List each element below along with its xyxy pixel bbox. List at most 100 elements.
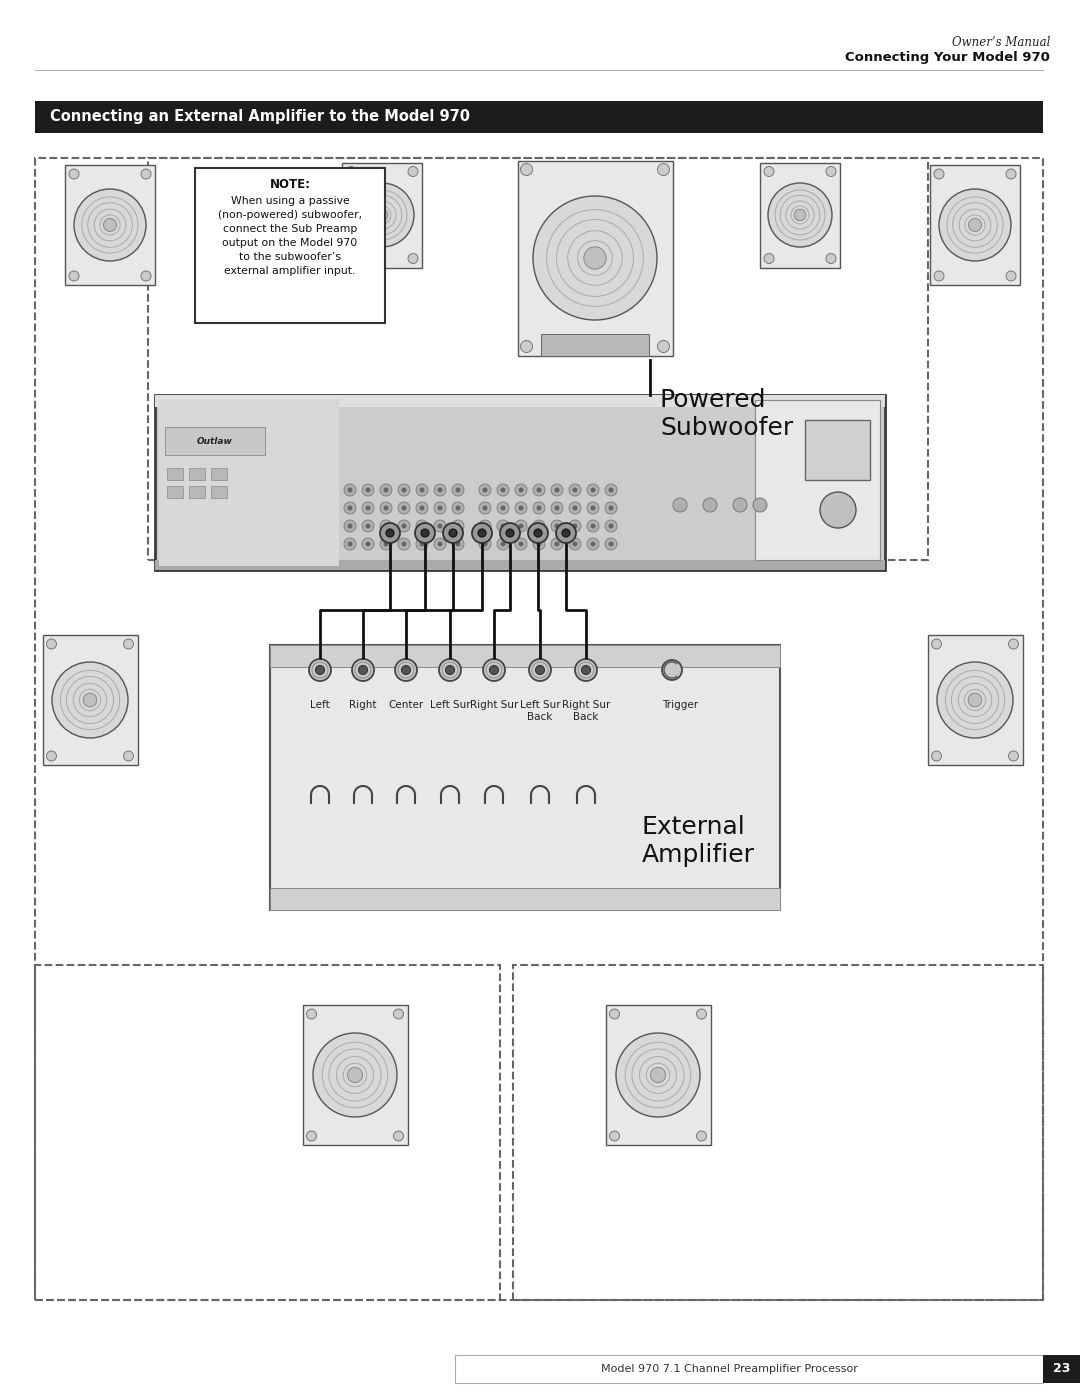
Bar	[455, 1355, 1043, 1383]
Circle shape	[453, 520, 464, 532]
Bar	[156, 395, 885, 570]
Circle shape	[346, 253, 356, 264]
Circle shape	[500, 488, 505, 493]
Circle shape	[453, 538, 464, 550]
Circle shape	[534, 483, 545, 496]
Text: Owner’s Manual: Owner’s Manual	[951, 35, 1050, 49]
Circle shape	[500, 542, 505, 546]
Circle shape	[609, 1009, 620, 1018]
Circle shape	[489, 665, 499, 675]
Text: NOTE:: NOTE:	[270, 177, 311, 190]
Circle shape	[537, 524, 541, 528]
Circle shape	[515, 538, 527, 550]
Circle shape	[402, 506, 406, 510]
Circle shape	[588, 483, 599, 496]
Circle shape	[480, 538, 491, 550]
Circle shape	[483, 542, 487, 546]
Circle shape	[380, 520, 392, 532]
Circle shape	[345, 483, 356, 496]
Circle shape	[518, 488, 524, 493]
Circle shape	[591, 542, 595, 546]
Circle shape	[408, 253, 418, 264]
Circle shape	[456, 542, 460, 546]
Circle shape	[453, 483, 464, 496]
Circle shape	[591, 488, 595, 493]
Circle shape	[307, 1132, 316, 1141]
Circle shape	[500, 524, 505, 528]
Circle shape	[497, 520, 509, 532]
Circle shape	[608, 506, 613, 510]
Circle shape	[141, 169, 151, 179]
Circle shape	[307, 1009, 316, 1018]
Circle shape	[939, 189, 1011, 261]
Bar	[606, 1004, 711, 1146]
Circle shape	[402, 542, 406, 546]
Bar	[156, 395, 885, 407]
Circle shape	[416, 520, 428, 532]
Bar	[928, 636, 1023, 766]
Circle shape	[446, 665, 455, 675]
Text: Right Sur
Back: Right Sur Back	[562, 700, 610, 722]
Circle shape	[402, 488, 406, 493]
Bar	[930, 165, 1020, 285]
Bar	[195, 168, 384, 323]
Text: Connecting an External Amplifier to the Model 970: Connecting an External Amplifier to the …	[50, 109, 470, 124]
Text: Right: Right	[349, 700, 377, 710]
Circle shape	[581, 665, 591, 675]
Circle shape	[352, 659, 374, 680]
Circle shape	[591, 524, 595, 528]
Circle shape	[608, 488, 613, 493]
Circle shape	[437, 506, 443, 510]
Circle shape	[572, 506, 578, 510]
Circle shape	[658, 163, 670, 176]
Circle shape	[348, 1067, 363, 1083]
Bar	[270, 645, 780, 666]
Circle shape	[438, 659, 461, 680]
Bar	[148, 158, 928, 560]
Circle shape	[456, 506, 460, 510]
Circle shape	[365, 506, 370, 510]
Circle shape	[362, 538, 374, 550]
Circle shape	[380, 502, 392, 514]
Circle shape	[359, 665, 367, 675]
Text: When using a passive
(non-powered) subwoofer,
connect the Sub Preamp
output on t: When using a passive (non-powered) subwo…	[218, 196, 362, 277]
Bar	[156, 560, 885, 570]
Circle shape	[572, 488, 578, 493]
Circle shape	[820, 492, 856, 528]
Circle shape	[376, 210, 388, 221]
Circle shape	[348, 542, 352, 546]
Circle shape	[605, 502, 617, 514]
Circle shape	[569, 502, 581, 514]
Circle shape	[104, 218, 117, 232]
Circle shape	[551, 538, 563, 550]
Circle shape	[419, 524, 424, 528]
Bar	[755, 400, 880, 560]
Circle shape	[434, 538, 446, 550]
Circle shape	[399, 520, 410, 532]
Text: 23: 23	[1053, 1362, 1070, 1376]
Circle shape	[408, 166, 418, 176]
Circle shape	[608, 524, 613, 528]
Text: Powered
Subwoofer: Powered Subwoofer	[660, 388, 793, 440]
Circle shape	[1009, 638, 1018, 650]
Circle shape	[345, 520, 356, 532]
Bar	[167, 486, 183, 497]
Text: Model 970 7.1 Channel Preamplifier Processor: Model 970 7.1 Channel Preamplifier Proce…	[600, 1363, 858, 1375]
Circle shape	[794, 210, 806, 221]
Circle shape	[483, 659, 505, 680]
Circle shape	[537, 488, 541, 493]
Circle shape	[434, 520, 446, 532]
Circle shape	[497, 502, 509, 514]
Circle shape	[83, 693, 97, 707]
Circle shape	[345, 502, 356, 514]
Circle shape	[419, 542, 424, 546]
Circle shape	[697, 1132, 706, 1141]
Circle shape	[588, 538, 599, 550]
Circle shape	[768, 183, 832, 247]
Circle shape	[419, 506, 424, 510]
Bar	[541, 334, 649, 355]
Circle shape	[123, 752, 134, 761]
Bar	[211, 468, 227, 481]
Circle shape	[934, 169, 944, 179]
Circle shape	[434, 502, 446, 514]
